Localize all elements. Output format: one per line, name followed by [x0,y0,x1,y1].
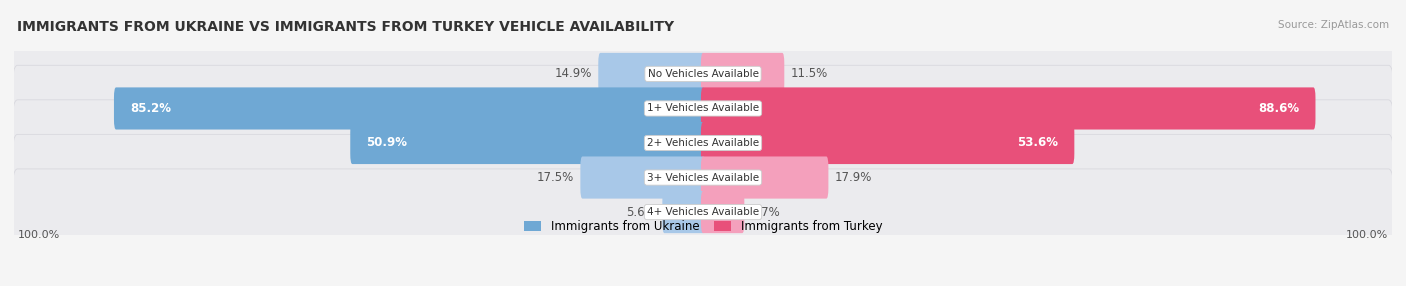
Text: 17.5%: 17.5% [537,171,574,184]
Text: 4+ Vehicles Available: 4+ Vehicles Available [647,207,759,217]
Text: 100.0%: 100.0% [1347,230,1389,239]
Text: 11.5%: 11.5% [790,67,828,80]
FancyBboxPatch shape [662,191,704,233]
Text: IMMIGRANTS FROM UKRAINE VS IMMIGRANTS FROM TURKEY VEHICLE AVAILABILITY: IMMIGRANTS FROM UKRAINE VS IMMIGRANTS FR… [17,20,673,34]
FancyBboxPatch shape [702,88,1316,130]
FancyBboxPatch shape [114,88,704,130]
Text: 1+ Vehicles Available: 1+ Vehicles Available [647,104,759,114]
Text: No Vehicles Available: No Vehicles Available [648,69,758,79]
FancyBboxPatch shape [581,156,704,198]
Text: 3+ Vehicles Available: 3+ Vehicles Available [647,172,759,182]
FancyBboxPatch shape [702,53,785,95]
Text: 2+ Vehicles Available: 2+ Vehicles Available [647,138,759,148]
Text: 100.0%: 100.0% [17,230,59,239]
Text: 17.9%: 17.9% [835,171,872,184]
FancyBboxPatch shape [599,53,704,95]
Text: 14.9%: 14.9% [555,67,592,80]
FancyBboxPatch shape [13,100,1393,186]
Text: 88.6%: 88.6% [1258,102,1299,115]
FancyBboxPatch shape [702,156,828,198]
Text: Source: ZipAtlas.com: Source: ZipAtlas.com [1278,20,1389,30]
Text: 5.7%: 5.7% [751,206,780,219]
FancyBboxPatch shape [702,191,744,233]
FancyBboxPatch shape [350,122,704,164]
FancyBboxPatch shape [13,169,1393,255]
Text: 85.2%: 85.2% [129,102,170,115]
FancyBboxPatch shape [13,65,1393,152]
Text: 50.9%: 50.9% [366,136,408,150]
FancyBboxPatch shape [702,122,1074,164]
Legend: Immigrants from Ukraine, Immigrants from Turkey: Immigrants from Ukraine, Immigrants from… [519,215,887,238]
Text: 53.6%: 53.6% [1018,136,1059,150]
FancyBboxPatch shape [13,134,1393,221]
FancyBboxPatch shape [13,31,1393,117]
Text: 5.6%: 5.6% [627,206,657,219]
